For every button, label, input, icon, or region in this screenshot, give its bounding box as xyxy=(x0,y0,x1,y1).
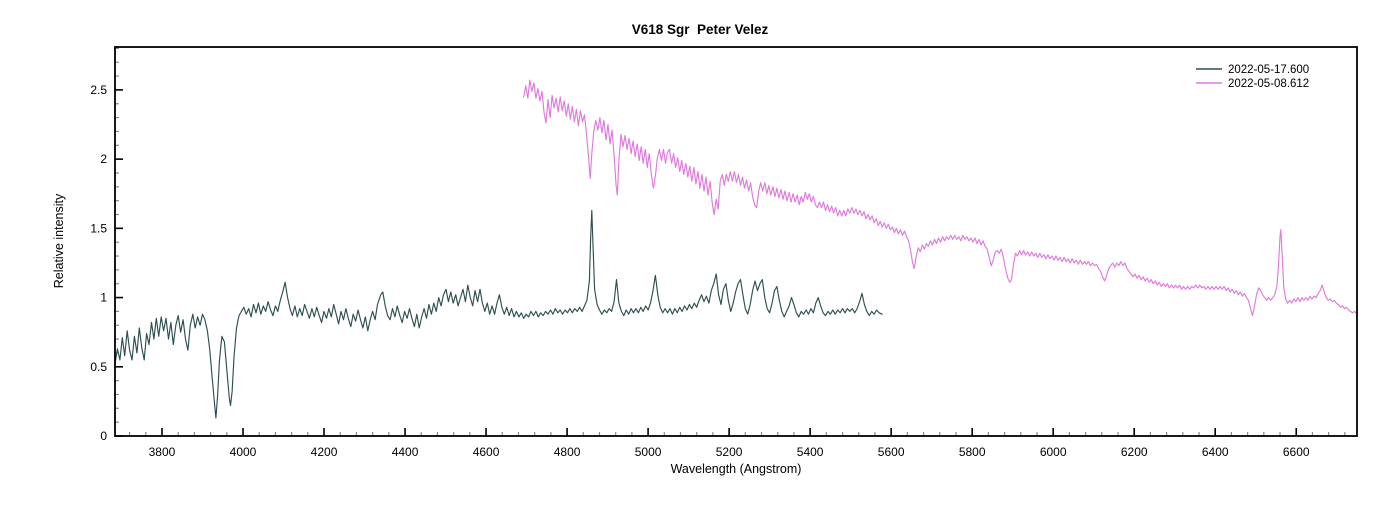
y-tick-label: 1 xyxy=(100,291,107,305)
y-tick-label: 2.5 xyxy=(90,83,107,97)
plot-border xyxy=(114,46,1358,437)
x-tick-label: 5600 xyxy=(878,445,905,459)
y-tick-label: 2 xyxy=(100,152,107,166)
x-tick-label: 3800 xyxy=(149,445,176,459)
x-tick-label: 5400 xyxy=(797,445,824,459)
x-tick-label: 5000 xyxy=(635,445,662,459)
y-tick-label: 1.5 xyxy=(90,221,107,235)
x-tick-label: 6600 xyxy=(1283,445,1310,459)
series-line-1 xyxy=(114,209,883,419)
legend: 2022-05-17.600 2022-05-08.612 xyxy=(1196,64,1309,90)
y-axis-label: Relative intensity xyxy=(52,193,66,288)
series-lines xyxy=(114,79,1358,419)
x-tick-label: 4800 xyxy=(554,445,581,459)
legend-label-series-1: 2022-05-17.600 xyxy=(1228,64,1309,76)
series-line-2 xyxy=(523,79,1358,317)
x-tick-label: 6200 xyxy=(1121,445,1148,459)
x-tick-label: 5800 xyxy=(959,445,986,459)
legend-label-series-2: 2022-05-08.612 xyxy=(1228,78,1309,90)
x-tick-label: 4600 xyxy=(473,445,500,459)
x-tick-label: 6000 xyxy=(1040,445,1067,459)
plot-frame xyxy=(114,46,1358,437)
x-axis-label: Wavelength (Angstrom) xyxy=(671,462,802,476)
y-tick-label: 0.5 xyxy=(90,360,107,374)
x-tick-label: 4000 xyxy=(230,445,257,459)
y-tick-label: 0 xyxy=(100,429,107,443)
chart-title: V618 Sgr Peter Velez xyxy=(632,22,769,37)
x-tick-label: 4400 xyxy=(392,445,419,459)
x-tick-label: 4200 xyxy=(311,445,338,459)
x-tick-label: 5200 xyxy=(716,445,743,459)
axis-ticks: 3800 4000 4200 4400 4600 4800 5000 5200 5400 5600… xyxy=(90,47,1346,459)
x-tick-label: 6400 xyxy=(1202,445,1229,459)
